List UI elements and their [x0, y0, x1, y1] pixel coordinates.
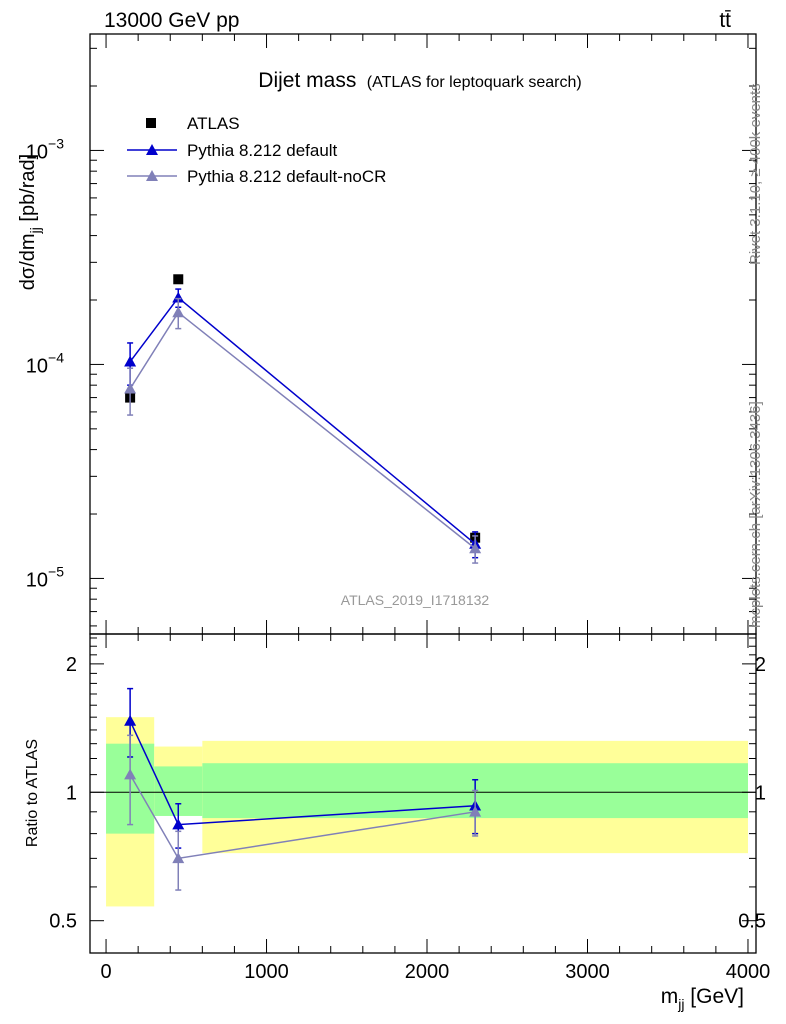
legend: ATLAS Pythia 8.212 default Pythia 8.212 …	[127, 114, 386, 186]
chart-subtitle: (ATLAS for leptoquark search)	[367, 74, 582, 91]
legend-label-atlas: ATLAS	[187, 114, 240, 133]
ratio-point-triangle	[172, 818, 185, 830]
y-tick-label-base: 10	[26, 141, 48, 163]
analysis-watermark: ATLAS_2019_I1718132	[341, 592, 490, 608]
y-tick-label-exponent: −3	[48, 135, 64, 151]
x-tick-label: 3000	[565, 961, 610, 983]
ratio-y-axis-title: Ratio to ATLAS	[24, 739, 41, 847]
y-tick-label: 10−3	[26, 135, 64, 163]
x-tick-label: 1000	[244, 961, 289, 983]
energy-label: 13000 GeV pp	[104, 9, 239, 32]
process-label: tt̄	[719, 9, 731, 32]
data-point-square	[173, 274, 184, 285]
x-tick-label: 2000	[405, 961, 450, 983]
ratio-y-tick-label-right: 2	[755, 654, 766, 676]
ratio-y-tick-label-left: 1	[66, 782, 77, 804]
legend-marker-default	[146, 144, 158, 155]
y-tick-label-exponent: −5	[48, 563, 64, 579]
legend-label-default: Pythia 8.212 default	[187, 141, 338, 160]
x-tick-label: 4000	[726, 961, 771, 983]
mcplots-label: mcplots.cern.ch [arXiv:1306.3436]	[747, 401, 764, 628]
legend-marker-nocr	[146, 170, 158, 181]
data-point-triangle	[172, 291, 185, 303]
data-point-triangle	[124, 355, 137, 367]
ratio-point-triangle	[172, 852, 185, 864]
ratio-uncertainty-bands	[106, 717, 748, 907]
y-tick-label-base: 10	[26, 569, 48, 591]
ratio-point-triangle	[124, 714, 137, 726]
rivet-label: Rivet 3.1.10, ≥ 400k events	[747, 83, 764, 265]
ratio-plot-data	[124, 687, 482, 891]
ratio-y-tick-label-left: 2	[66, 654, 77, 676]
ratio-point-triangle	[124, 768, 137, 780]
legend-label-nocr: Pythia 8.212 default-noCR	[187, 167, 386, 186]
x-axis-title: mjj [GeV]	[661, 985, 744, 1012]
y-tick-label-exponent: −4	[48, 349, 64, 365]
ratio-plot-frame	[89, 633, 757, 954]
ratio-y-tick-label-right: 1	[755, 782, 766, 804]
data-point-triangle	[172, 306, 185, 318]
y-tick-label: 10−5	[26, 563, 64, 591]
legend-marker-atlas	[146, 118, 156, 128]
chart-title-main: Dijet mass	[258, 69, 356, 92]
ratio-point-triangle	[469, 805, 482, 817]
y-tick-label: 10−4	[26, 349, 64, 377]
ratio-y-tick-label-left: 0.5	[49, 911, 77, 933]
chart-title: Dijet mass (ATLAS for leptoquark search)	[258, 69, 581, 92]
y-tick-label-base: 10	[26, 355, 48, 377]
series-line	[129, 311, 476, 550]
axis-ticks	[90, 34, 756, 953]
ratio-y-tick-label-right: 0.5	[738, 911, 766, 933]
y-axis-title: dσ/dmjj [pb/rad]	[17, 154, 43, 290]
data-point-triangle	[469, 542, 482, 554]
data-point-triangle	[124, 382, 137, 394]
x-tick-label: 0	[100, 961, 111, 983]
main-plot-data	[124, 274, 482, 564]
